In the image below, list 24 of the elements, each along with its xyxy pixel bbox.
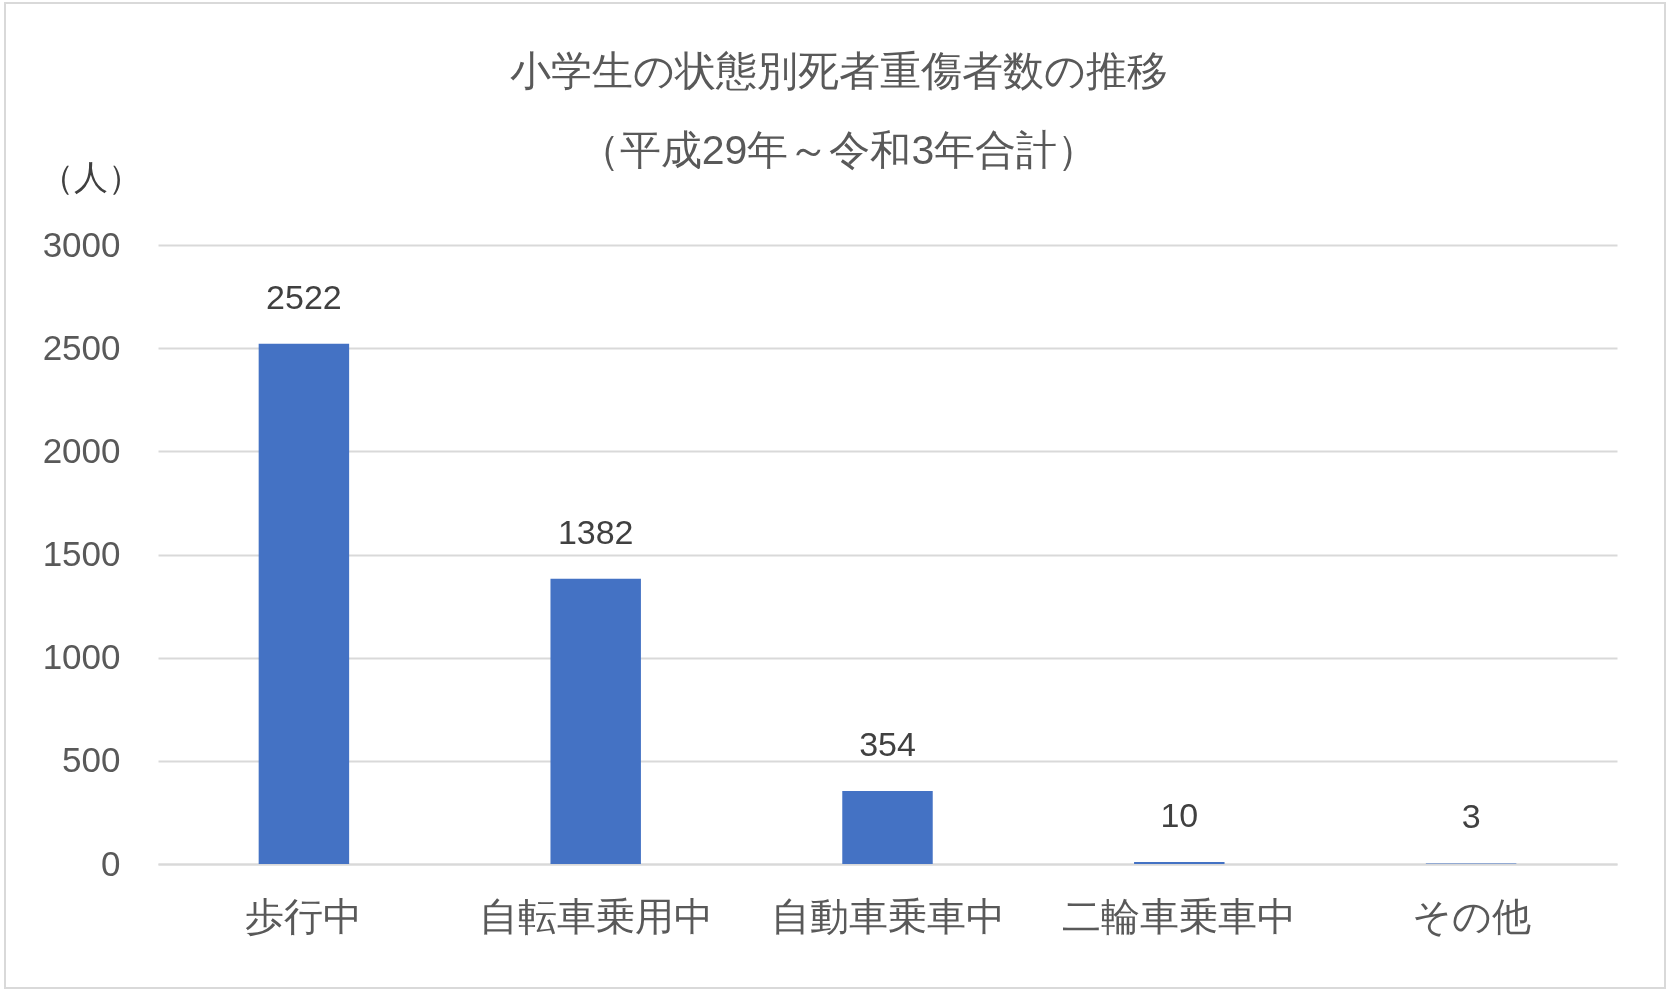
data-label: 2522 bbox=[266, 277, 342, 316]
y-tick-label: 1500 bbox=[42, 534, 121, 573]
x-tick-label: その他 bbox=[1411, 894, 1531, 938]
x-tick-label: 自転車乗用中 bbox=[478, 894, 713, 938]
bar bbox=[550, 578, 641, 864]
y-axis-title: （人） bbox=[39, 157, 142, 196]
x-tick-label: 二輪車乗車中 bbox=[1062, 894, 1297, 938]
y-tick-label: 2500 bbox=[42, 327, 121, 367]
data-label: 10 bbox=[1160, 795, 1199, 834]
y-tick-label: 1000 bbox=[42, 637, 121, 677]
bar bbox=[1134, 861, 1225, 864]
chart-subtitle: （平成29年～令和3年合計） bbox=[578, 127, 1099, 173]
data-label: 354 bbox=[859, 724, 916, 763]
data-label: 3 bbox=[1461, 797, 1481, 836]
data-label: 1382 bbox=[557, 512, 634, 551]
chart-title: 小学生の状態別死者重傷者数の推移 bbox=[509, 48, 1168, 94]
y-tick-label: 3000 bbox=[42, 224, 121, 264]
y-tick-label: 0 bbox=[101, 843, 121, 883]
bar bbox=[842, 790, 933, 864]
x-tick-label: 自動車乗車中 bbox=[770, 894, 1005, 938]
y-tick-label: 2000 bbox=[42, 430, 121, 470]
x-tick-label: 歩行中 bbox=[245, 894, 363, 938]
y-tick-label: 500 bbox=[62, 740, 121, 780]
bar bbox=[258, 343, 350, 864]
